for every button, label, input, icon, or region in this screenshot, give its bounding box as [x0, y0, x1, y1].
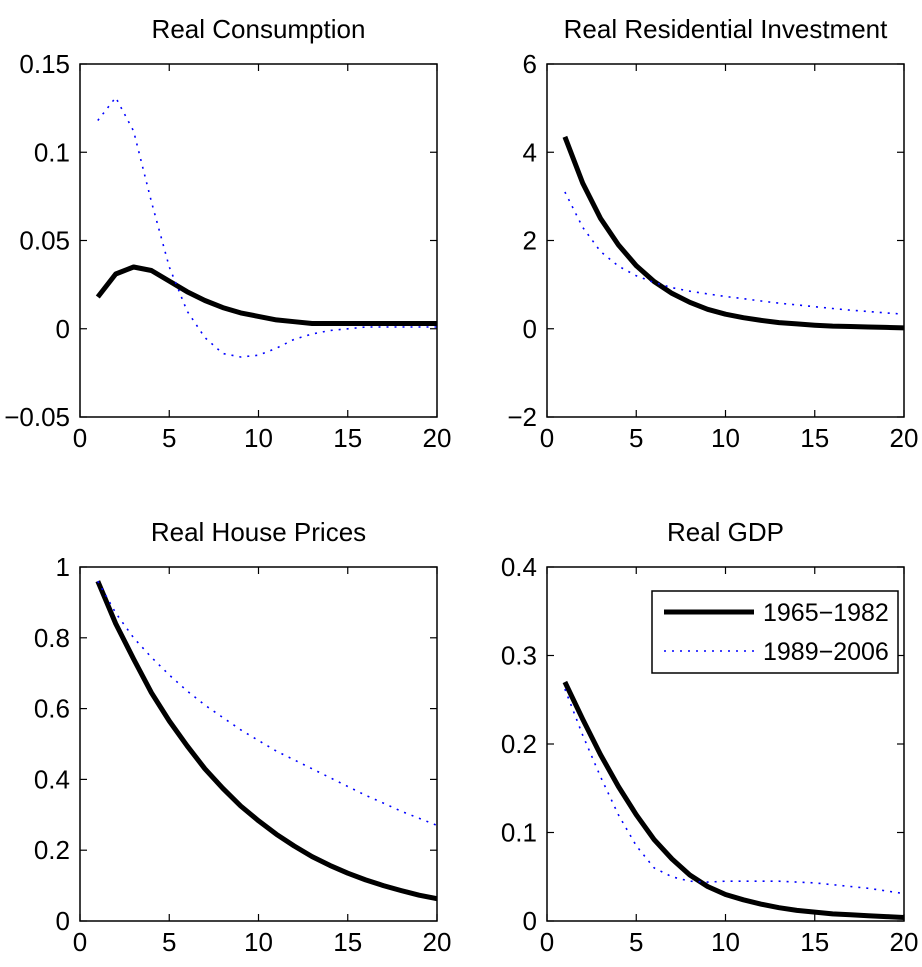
- x-tick-label: 5: [162, 423, 176, 453]
- y-tick-label: −2: [507, 402, 537, 432]
- x-tick-label: 15: [800, 927, 829, 957]
- series-line-1989-2006: [564, 191, 904, 315]
- series-line-1989-2006: [97, 580, 437, 827]
- x-tick-label: 10: [711, 927, 740, 957]
- x-tick-label: 0: [73, 927, 87, 957]
- y-tick-label: 0: [523, 314, 537, 344]
- y-tick-label: 0.1: [501, 818, 537, 848]
- x-tick-label: 15: [333, 927, 362, 957]
- y-tick-label: 0.4: [501, 552, 537, 582]
- x-tick-label: 5: [629, 927, 643, 957]
- series-line-1965-1982: [95, 580, 437, 902]
- x-tick-label: 10: [244, 927, 273, 957]
- series-line-1965-1982: [95, 264, 437, 326]
- y-tick-label: 0: [56, 314, 70, 344]
- panel-title: Real Residential Investment: [564, 14, 888, 44]
- y-tick-label: 0.6: [34, 694, 70, 724]
- x-tick-label: 10: [711, 423, 740, 453]
- y-tick-label: 0.8: [34, 623, 70, 653]
- y-tick-label: 0.1: [34, 137, 70, 167]
- x-tick-label: 0: [540, 423, 554, 453]
- y-tick-label: 0.05: [19, 226, 70, 256]
- y-tick-label: 0.2: [34, 835, 70, 865]
- legend: 1965−1982 1989−2006: [651, 590, 899, 674]
- y-tick-label: 0: [56, 906, 70, 936]
- y-tick-label: 0.3: [501, 641, 537, 671]
- x-tick-label: 20: [890, 927, 919, 957]
- panel-3: Real House Prices 0 5 10 15 20 0 0.2 0.4 0.6 0.8 1: [34, 517, 452, 957]
- y-tick-label: 0.4: [34, 764, 70, 794]
- x-tick-label: 5: [629, 423, 643, 453]
- y-tick-label: 4: [523, 137, 537, 167]
- series-line-1965-1982: [562, 680, 904, 920]
- panel-title: Real GDP: [667, 517, 784, 547]
- x-tick-label: 10: [244, 423, 273, 453]
- series-line-1989-2006: [97, 96, 437, 358]
- y-tick-label: 0.15: [19, 49, 70, 79]
- series-line-1989-2006: [564, 688, 904, 895]
- y-tick-label: 0: [523, 906, 537, 936]
- panel-title: Real Consumption: [152, 14, 366, 44]
- x-tick-label: 0: [540, 927, 554, 957]
- x-tick-label: 5: [162, 927, 176, 957]
- panel-4: Real GDP 0 5 10 15 20 0 0.1 0.2 0.3 0.4: [501, 517, 919, 957]
- legend-label: 1989−2006: [763, 638, 889, 666]
- series-line-1965-1982: [562, 135, 904, 331]
- y-tick-label: 6: [523, 49, 537, 79]
- y-tick-label: 1: [56, 552, 70, 582]
- panel-title: Real House Prices: [151, 517, 366, 547]
- x-tick-label: 15: [333, 423, 362, 453]
- y-tick-label: −0.05: [4, 402, 70, 432]
- legend-label: 1965−1982: [763, 599, 889, 627]
- x-tick-label: 20: [423, 927, 452, 957]
- x-tick-label: 20: [423, 423, 452, 453]
- x-tick-label: 20: [890, 423, 919, 453]
- y-tick-label: 0.2: [501, 729, 537, 759]
- x-tick-label: 15: [800, 423, 829, 453]
- plot-frame: [546, 63, 905, 418]
- x-tick-label: 0: [73, 423, 87, 453]
- legend-box: [651, 590, 899, 674]
- plot-frame: [79, 63, 438, 418]
- plot-frame: [79, 566, 438, 922]
- y-tick-label: 2: [523, 226, 537, 256]
